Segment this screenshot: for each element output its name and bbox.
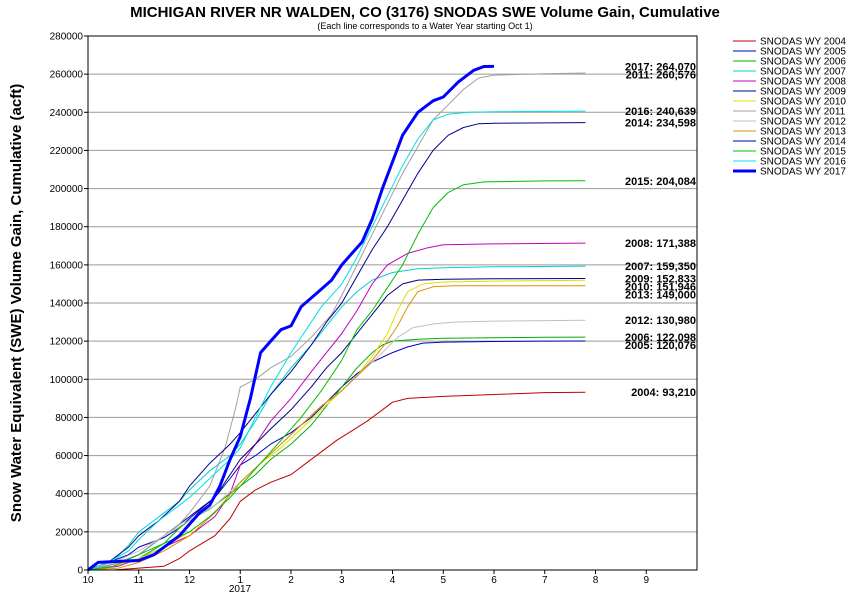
chart-subtitle: (Each line corresponds to a Water Year s… (317, 21, 532, 31)
end-label: 2006: 122,098 (625, 332, 696, 344)
y-tick-label: 160000 (50, 260, 84, 271)
legend-entry: SNODAS WY 2011 (760, 107, 846, 118)
end-label: 2004: 93,210 (631, 387, 696, 399)
plot-area (87, 64, 586, 572)
legend-entry: SNODAS WY 2010 (760, 97, 846, 108)
end-label: 2012: 130,980 (625, 315, 696, 327)
series-line-snodas-wy-2010 (87, 279, 586, 571)
x-axis-ticks: 10 11 12 1 2 3 4 5 6 7 8 9 (82, 570, 649, 586)
series-line-snodas-wy-2016 (87, 110, 586, 571)
series-line-snodas-wy-2014 (87, 122, 586, 571)
grid (88, 73, 697, 533)
legend-entry: SNODAS WY 2006 (760, 57, 846, 68)
legend-entry: SNODAS WY 2015 (760, 147, 846, 158)
series-line-snodas-wy-2015 (87, 180, 586, 571)
y-tick-label: 200000 (50, 184, 84, 195)
y-tick-label: 220000 (50, 146, 84, 157)
legend-entry: SNODAS WY 2017 (760, 167, 846, 178)
series-line-snodas-wy-2008 (87, 242, 586, 571)
end-label: 2015: 204,084 (625, 176, 697, 188)
x-tick-label: 9 (643, 575, 649, 586)
series-line-snodas-wy-2005 (87, 340, 586, 571)
y-tick-label: 80000 (55, 413, 83, 424)
y-tick-label: 100000 (50, 375, 84, 386)
series-line-snodas-wy-2006 (87, 336, 586, 571)
series-line-snodas-wy-2017 (87, 64, 495, 572)
legend-entry: SNODAS WY 2016 (760, 157, 846, 168)
x-tick-label: 12 (184, 575, 196, 586)
y-tick-label: 60000 (55, 451, 83, 462)
series-line-snodas-wy-2004 (88, 391, 586, 571)
y-tick-label: 20000 (55, 527, 83, 538)
x-year-label: 2017 (229, 584, 252, 595)
series-line-snodas-wy-2009 (87, 278, 586, 571)
x-tick-label: 3 (339, 575, 345, 586)
x-tick-label: 10 (82, 575, 94, 586)
y-tick-label: 280000 (50, 32, 84, 43)
end-label: 2009: 152,833 (625, 274, 696, 286)
end-label: 2005: 120,076 (625, 340, 696, 352)
y-tick-label: 260000 (50, 70, 84, 81)
legend-entry: SNODAS WY 2004 (760, 37, 846, 48)
end-label: 2016: 240,639 (625, 106, 696, 118)
x-tick-label: 4 (390, 575, 396, 586)
end-label: 2008: 171,388 (625, 238, 696, 250)
series-line-snodas-wy-2011 (87, 72, 586, 571)
end-label: 2007: 159,350 (625, 261, 696, 273)
end-label: 2013: 149,000 (625, 290, 696, 302)
x-tick-label: 1 (237, 575, 243, 586)
y-axis-label: Snow Water Equivalent (SWE) Volume Gain,… (8, 84, 25, 522)
series-line-snodas-wy-2007 (87, 265, 586, 571)
x-tick-label: 2 (288, 575, 294, 586)
plot-frame (87, 35, 698, 571)
end-label: 2010: 151,946 (625, 282, 696, 294)
x-tick-label: 6 (491, 575, 497, 586)
end-label: 2011: 260,576 (626, 69, 696, 81)
y-tick-label: 180000 (50, 222, 84, 233)
y-tick-label: 120000 (50, 337, 84, 348)
legend-entry: SNODAS WY 2013 (760, 127, 846, 138)
x-tick-label: 8 (593, 575, 599, 586)
y-tick-label: 0 (77, 566, 83, 577)
legend-entry: SNODAS WY 2009 (760, 87, 846, 98)
series-line-snodas-wy-2013 (87, 285, 586, 571)
legend-entry: SNODAS WY 2008 (760, 77, 846, 88)
legend-entry: SNODAS WY 2014 (760, 137, 846, 148)
y-tick-label: 140000 (50, 299, 84, 310)
x-tick-label: 5 (440, 575, 446, 586)
end-label: 2017: 264,070 (625, 61, 696, 73)
y-tick-label: 240000 (50, 108, 84, 119)
legend-entry: SNODAS WY 2007 (760, 67, 846, 78)
end-label: 2014: 234,598 (625, 118, 696, 130)
y-tick-label: 40000 (55, 489, 83, 500)
y-axis-ticks: 0 20000 40000 60000 80000 100000 120000 140000 1… (50, 32, 88, 577)
legend-entry: SNODAS WY 2012 (760, 117, 846, 128)
chart-title: MICHIGAN RIVER NR WALDEN, CO (3176) SNOD… (130, 4, 720, 21)
x-tick-label: 11 (134, 575, 145, 586)
x-tick-label: 7 (542, 575, 548, 586)
legend-entry: SNODAS WY 2005 (760, 47, 846, 58)
